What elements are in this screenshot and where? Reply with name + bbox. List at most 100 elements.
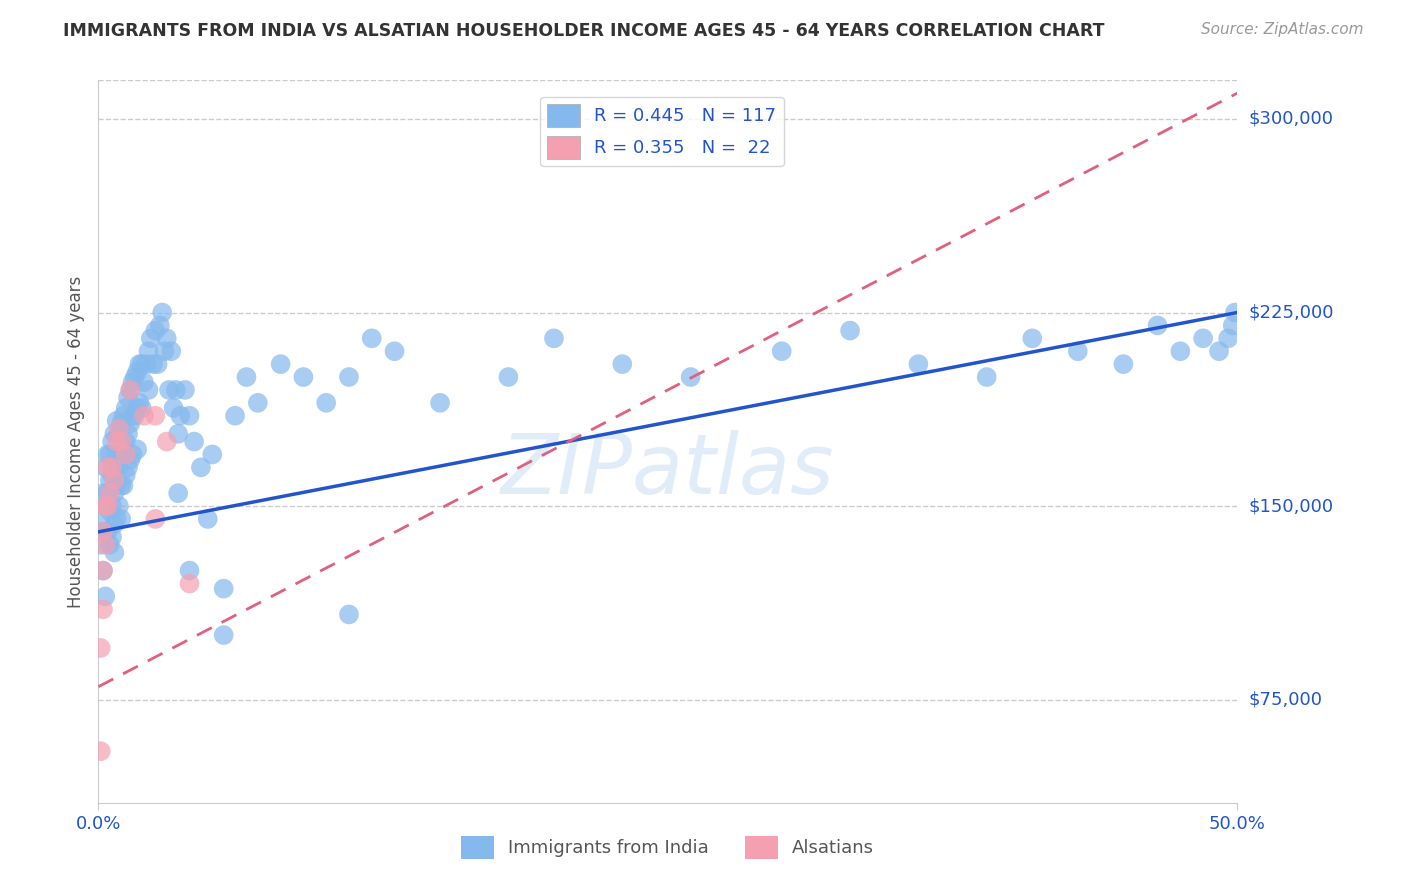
Point bbox=[112, 409, 135, 423]
Point bbox=[1218, 331, 1240, 345]
Point bbox=[1112, 357, 1135, 371]
Point bbox=[1192, 331, 1215, 345]
Point bbox=[127, 401, 149, 415]
Point bbox=[91, 524, 114, 539]
Point bbox=[1170, 344, 1192, 359]
Point bbox=[90, 744, 112, 758]
Point bbox=[212, 628, 235, 642]
Point bbox=[1067, 344, 1090, 359]
Point bbox=[114, 434, 136, 449]
Point bbox=[145, 512, 167, 526]
Point bbox=[91, 524, 114, 539]
Point bbox=[179, 409, 201, 423]
Point bbox=[146, 357, 169, 371]
Point bbox=[1146, 318, 1168, 333]
Point bbox=[139, 331, 162, 345]
Point bbox=[142, 357, 165, 371]
Point bbox=[101, 468, 124, 483]
Point bbox=[103, 545, 125, 559]
Point bbox=[270, 357, 292, 371]
Point bbox=[105, 434, 128, 449]
Point bbox=[174, 383, 197, 397]
Point bbox=[96, 447, 118, 461]
Point bbox=[612, 357, 634, 371]
Point bbox=[98, 473, 121, 487]
Point bbox=[94, 499, 117, 513]
Point bbox=[94, 590, 117, 604]
Point bbox=[190, 460, 212, 475]
Point bbox=[131, 401, 153, 415]
Point bbox=[121, 409, 143, 423]
Point bbox=[315, 396, 337, 410]
Point bbox=[91, 564, 114, 578]
Point bbox=[94, 538, 117, 552]
Point bbox=[90, 538, 112, 552]
Point bbox=[94, 499, 117, 513]
Point bbox=[337, 607, 360, 622]
Point bbox=[90, 512, 112, 526]
Point bbox=[110, 512, 132, 526]
Point bbox=[110, 434, 132, 449]
Point bbox=[127, 365, 149, 379]
Point bbox=[94, 460, 117, 475]
Point bbox=[101, 530, 124, 544]
Point bbox=[91, 564, 114, 578]
Point bbox=[120, 383, 142, 397]
Point bbox=[91, 486, 114, 500]
Point bbox=[101, 460, 124, 475]
Point bbox=[128, 357, 150, 371]
Point bbox=[212, 582, 235, 596]
Point bbox=[235, 370, 257, 384]
Point bbox=[167, 426, 190, 441]
Point bbox=[131, 357, 153, 371]
Point bbox=[124, 370, 146, 384]
Point bbox=[98, 504, 121, 518]
Point bbox=[197, 512, 219, 526]
Y-axis label: Householder Income Ages 45 - 64 years: Householder Income Ages 45 - 64 years bbox=[66, 276, 84, 607]
Point bbox=[157, 383, 180, 397]
Point bbox=[132, 375, 155, 389]
Point bbox=[101, 434, 124, 449]
Point bbox=[149, 318, 172, 333]
Point bbox=[165, 383, 187, 397]
Point bbox=[160, 344, 183, 359]
Point bbox=[1222, 318, 1244, 333]
Point bbox=[498, 370, 520, 384]
Text: $225,000: $225,000 bbox=[1249, 303, 1334, 321]
Point bbox=[127, 442, 149, 457]
Point bbox=[105, 414, 128, 428]
Point bbox=[128, 396, 150, 410]
Text: $300,000: $300,000 bbox=[1249, 110, 1333, 128]
Point bbox=[167, 486, 190, 500]
Point bbox=[117, 460, 139, 475]
Point bbox=[135, 357, 157, 371]
Point bbox=[96, 486, 118, 500]
Point bbox=[153, 344, 176, 359]
Point bbox=[103, 426, 125, 441]
Point bbox=[1223, 305, 1246, 319]
Point bbox=[156, 331, 179, 345]
Point bbox=[98, 486, 121, 500]
Point bbox=[117, 426, 139, 441]
Point bbox=[201, 447, 224, 461]
Point bbox=[103, 517, 125, 532]
Point bbox=[120, 383, 142, 397]
Text: $150,000: $150,000 bbox=[1249, 497, 1333, 515]
Point bbox=[94, 524, 117, 539]
Point bbox=[384, 344, 406, 359]
Point bbox=[114, 468, 136, 483]
Point bbox=[120, 417, 142, 431]
Point bbox=[429, 396, 451, 410]
Point bbox=[120, 452, 142, 467]
Point bbox=[110, 447, 132, 461]
Point bbox=[1021, 331, 1043, 345]
Text: IMMIGRANTS FROM INDIA VS ALSATIAN HOUSEHOLDER INCOME AGES 45 - 64 YEARS CORRELAT: IMMIGRANTS FROM INDIA VS ALSATIAN HOUSEH… bbox=[63, 22, 1105, 40]
Text: Source: ZipAtlas.com: Source: ZipAtlas.com bbox=[1201, 22, 1364, 37]
Point bbox=[108, 422, 131, 436]
Point bbox=[103, 486, 125, 500]
Point bbox=[360, 331, 382, 345]
Point bbox=[907, 357, 929, 371]
Point bbox=[162, 401, 184, 415]
Point bbox=[96, 524, 118, 539]
Point bbox=[110, 478, 132, 492]
